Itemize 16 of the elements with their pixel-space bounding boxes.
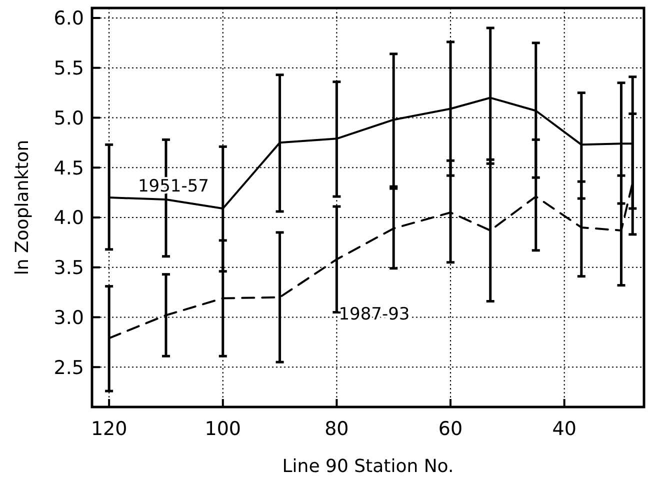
- y-tick-label: 6.0: [54, 8, 84, 30]
- y-tick-label: 3.0: [54, 306, 84, 329]
- y-axis-title: ln Zooplankton: [12, 140, 33, 276]
- x-tick-label: 120: [90, 418, 128, 440]
- y-tick-label: 5.0: [54, 107, 84, 130]
- x-tick-label: 40: [552, 418, 576, 440]
- x-tick-label: 100: [204, 418, 242, 440]
- x-tick-label: 80: [324, 418, 349, 440]
- x-axis-title: Line 90 Station No.: [282, 456, 454, 477]
- y-tick-label: 3.5: [54, 257, 84, 279]
- y-tick-label: 5.5: [54, 58, 84, 80]
- y-tick-label: 4.5: [54, 157, 84, 180]
- y-tick-label: 4.0: [54, 207, 84, 230]
- x-tick-label: 60: [438, 418, 463, 440]
- y-tick-label: 2.5: [54, 356, 84, 379]
- text: 1987-93: [338, 304, 410, 324]
